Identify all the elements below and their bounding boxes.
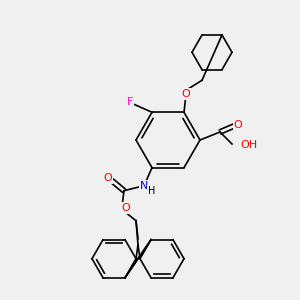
Text: F: F <box>127 97 133 107</box>
Text: O: O <box>182 89 190 99</box>
Text: O: O <box>234 120 242 130</box>
Text: N: N <box>140 181 148 191</box>
Text: H: H <box>148 186 156 196</box>
Text: O: O <box>103 173 112 183</box>
Text: OH: OH <box>240 140 257 150</box>
Text: O: O <box>122 203 130 213</box>
